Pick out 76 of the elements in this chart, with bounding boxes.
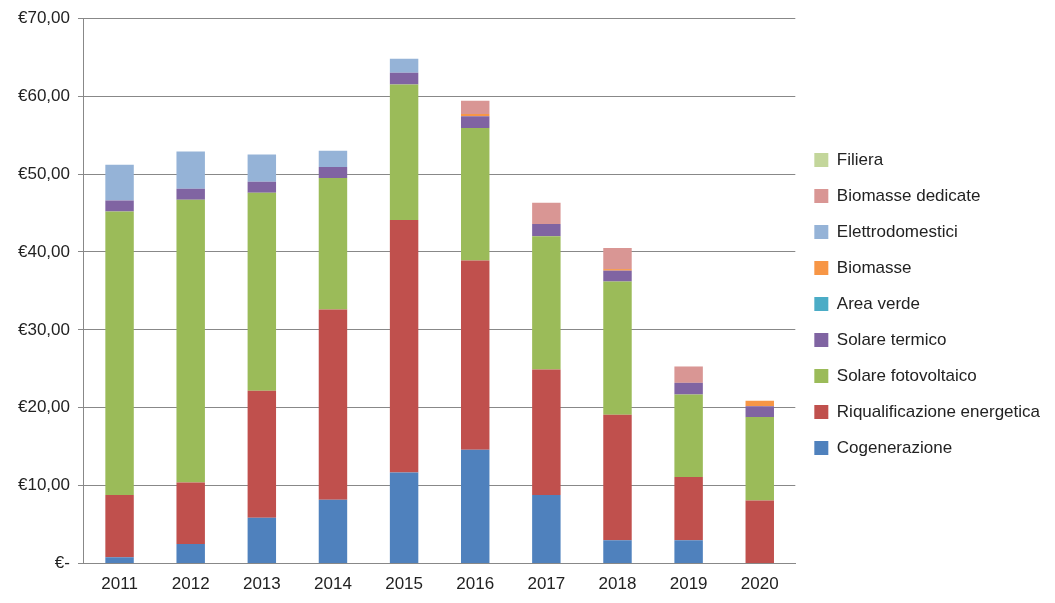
bar (318, 309, 348, 500)
legend-label: Riqualificazione energetica (836, 401, 1041, 421)
bar (318, 167, 348, 178)
bar (603, 248, 632, 270)
bar (318, 499, 348, 564)
y-tick-label: €- (54, 553, 70, 573)
bar (532, 369, 561, 496)
bar (389, 220, 419, 473)
bar (674, 366, 703, 383)
legend-label: Solare termico (836, 329, 947, 349)
x-tick-label: 2018 (598, 574, 637, 594)
bar (532, 495, 561, 564)
bar (247, 154, 277, 182)
x-tick-label: 2014 (314, 574, 352, 594)
bar (389, 84, 419, 220)
bar (176, 188, 205, 200)
bar (247, 181, 277, 193)
y-tick-label: €20,00 (18, 397, 70, 417)
bar (603, 270, 632, 282)
bar (461, 260, 490, 450)
bar (461, 449, 490, 564)
bar (176, 482, 205, 545)
bar (461, 128, 490, 261)
x-tick-label: 2016 (456, 574, 495, 594)
legend-label: Biomasse dedicate (836, 185, 981, 205)
bar (745, 406, 774, 418)
bar (389, 58, 419, 73)
bar (247, 192, 277, 391)
bar (532, 236, 561, 370)
bar (745, 400, 774, 407)
x-tick-label: 2019 (669, 574, 708, 594)
legend-label: Area verde (836, 293, 920, 313)
bar (461, 116, 490, 129)
bar (603, 414, 632, 541)
bar (389, 72, 419, 85)
y-tick-label: €10,00 (18, 475, 70, 495)
bar (674, 477, 703, 541)
x-tick-label: 2012 (171, 574, 210, 594)
x-tick-label: 2013 (242, 574, 281, 594)
legend-label: Filiera (836, 149, 884, 169)
bar (176, 544, 205, 564)
x-tick-label: 2015 (385, 574, 424, 594)
y-tick-label: €40,00 (18, 241, 70, 261)
bar (105, 495, 134, 558)
legend-label: Elettrodomestici (836, 221, 958, 241)
bar (318, 177, 348, 310)
bar (674, 394, 703, 478)
x-tick-label: 2011 (101, 574, 138, 594)
bar (247, 517, 277, 564)
bar (745, 417, 774, 501)
bar (105, 164, 134, 201)
y-tick-label: €30,00 (18, 319, 70, 339)
bar (176, 151, 205, 189)
bar (461, 100, 490, 115)
legend-label: Solare fotovoltaico (836, 365, 977, 385)
bar (247, 390, 277, 518)
bar (176, 199, 205, 483)
bar (674, 382, 703, 395)
legend-label: Cogenerazione (836, 437, 953, 457)
bar (105, 200, 134, 212)
y-tick-label: €50,00 (18, 163, 70, 183)
bar (105, 211, 134, 496)
bar (105, 557, 134, 564)
bar (674, 540, 703, 564)
bar (318, 150, 348, 168)
bar (532, 223, 561, 237)
x-tick-label: 2020 (740, 574, 779, 594)
bar (745, 500, 774, 564)
y-tick-label: €60,00 (18, 85, 70, 105)
bar (603, 281, 632, 415)
legend-label: Biomasse (836, 257, 912, 277)
x-tick-label: 2017 (527, 574, 566, 594)
bar (532, 202, 561, 224)
bar (603, 540, 632, 564)
bar (389, 472, 419, 564)
y-tick-label: €70,00 (18, 7, 70, 27)
